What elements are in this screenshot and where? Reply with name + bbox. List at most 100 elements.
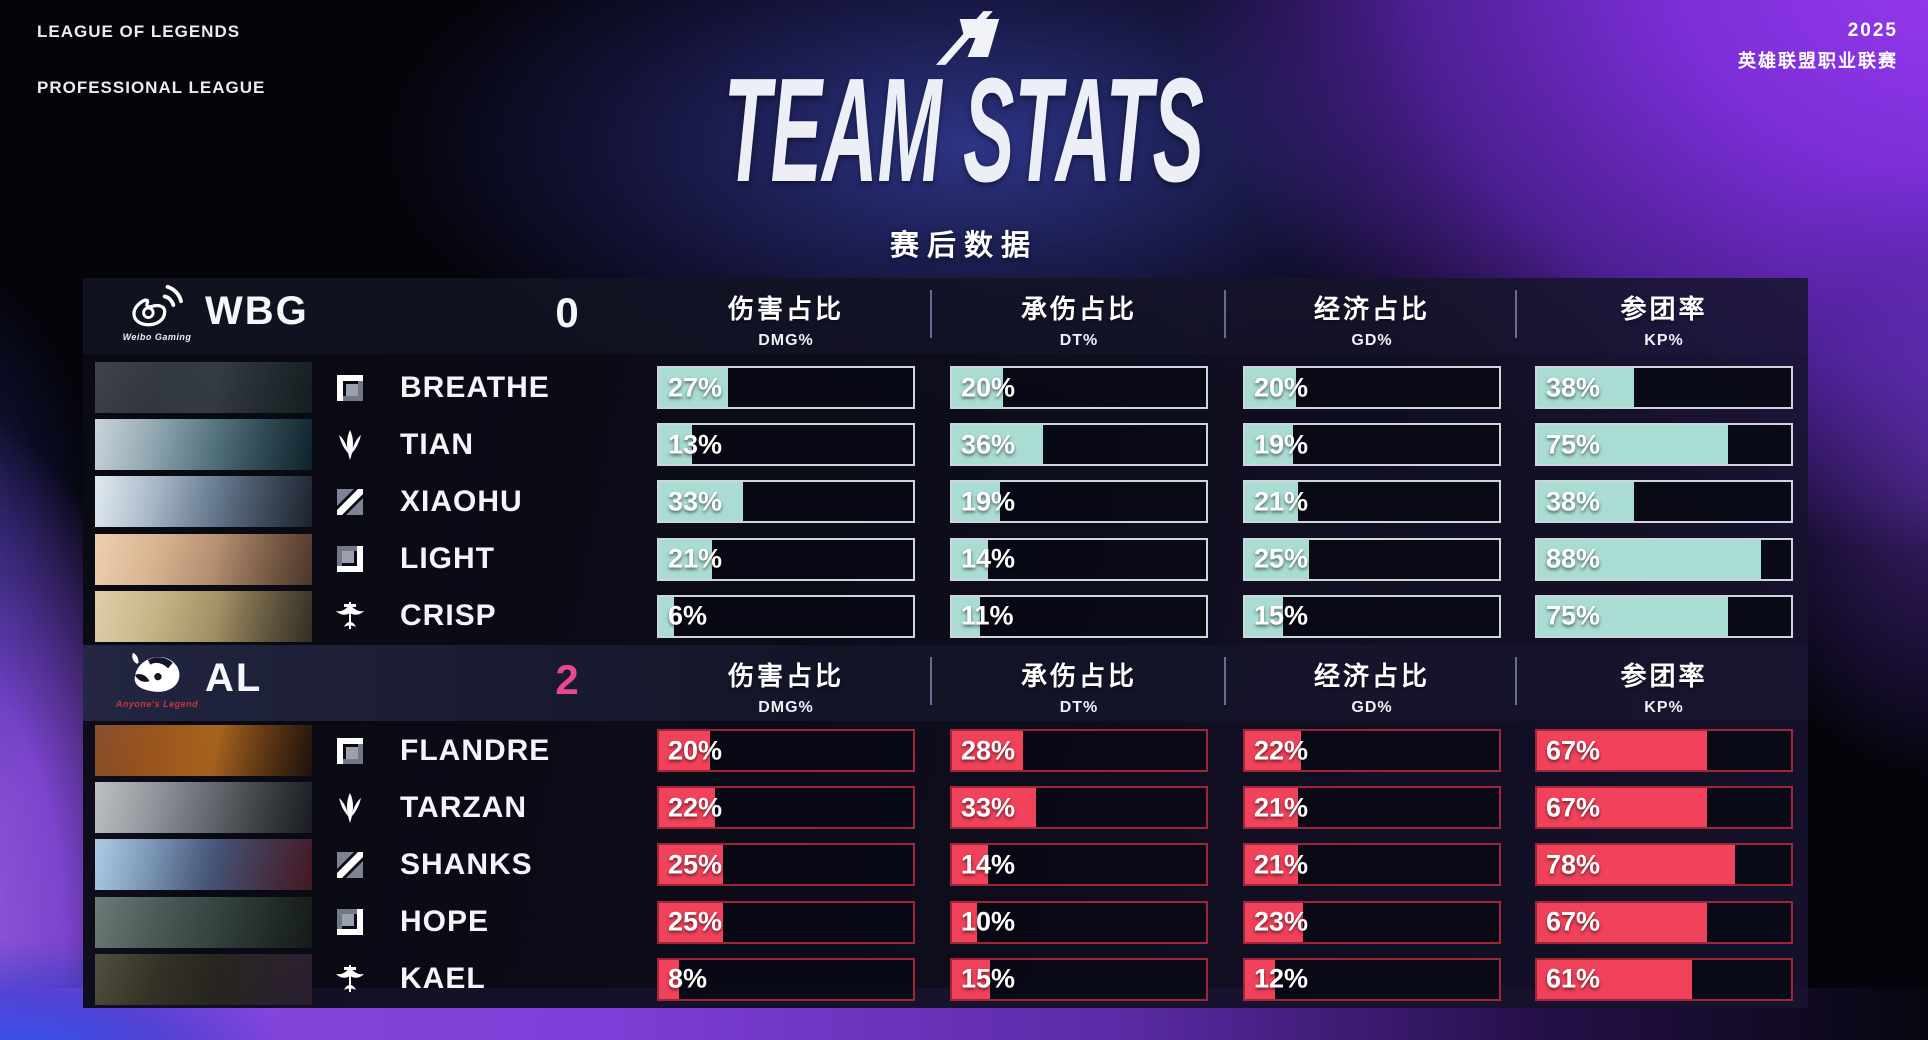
- stat-bar: 15%: [1243, 594, 1501, 638]
- role-bot-icon: [332, 904, 368, 940]
- column-divider: [930, 290, 932, 338]
- champion-splash: [95, 782, 312, 834]
- stat-value: 38%: [1546, 486, 1601, 517]
- stat-value: 67%: [1546, 792, 1601, 823]
- stat-value: 22%: [668, 792, 723, 823]
- stat-bar: 11%: [950, 594, 1208, 638]
- team-score: 0: [555, 289, 579, 336]
- stat-bar: 25%: [1243, 537, 1501, 581]
- stat-value: 15%: [1254, 600, 1309, 631]
- stat-bar: 38%: [1535, 480, 1793, 524]
- stat-column-name-cn: 参团率: [1620, 294, 1708, 324]
- player-name: KAEL: [400, 962, 486, 996]
- player-name: CRISP: [400, 599, 497, 633]
- league-wordmark-line1: LEAGUE OF LEGENDS: [37, 22, 241, 41]
- stat-bar: 27%: [657, 366, 915, 409]
- stat-value: 20%: [1254, 372, 1309, 402]
- stats-panel: Weibo Gaming WBG 0 伤害占比 DMG% 承伤占比 DT% 经济…: [83, 278, 1808, 1008]
- stat-bar: 12%: [1243, 957, 1501, 1001]
- role-bot-icon: [332, 541, 368, 577]
- stat-column-name-en: DT%: [1059, 332, 1099, 349]
- stat-bar: 33%: [950, 786, 1208, 830]
- stat-bar: 10%: [950, 900, 1208, 944]
- stat-column-name-en: GD%: [1351, 699, 1393, 716]
- stat-column-name-cn: 承伤占比: [1020, 294, 1138, 324]
- stat-value: 14%: [961, 849, 1016, 880]
- stat-value: 20%: [961, 372, 1016, 402]
- stat-column-header-3: 参团率 KP%: [1620, 656, 1707, 717]
- stat-bar-fill: [1245, 845, 1299, 885]
- stat-bar: 21%: [657, 537, 915, 581]
- stat-bar-fill: [1245, 482, 1299, 522]
- stat-bar-fill: [952, 368, 1003, 407]
- stat-bar-fill: [952, 845, 988, 885]
- stat-bar-fill: [659, 959, 680, 999]
- team-name: AL: [205, 656, 263, 700]
- player-row: SHANKS 25% 14% 21% 78%: [83, 839, 1808, 891]
- season-label: 2025 英雄联盟职业联赛: [1738, 20, 1898, 73]
- role-mid-icon: [332, 847, 368, 883]
- season-year: 2025: [1847, 20, 1898, 41]
- stat-bar: 6%: [657, 594, 915, 638]
- stat-bar-fill: [659, 425, 693, 465]
- stat-column-name-cn: 经济占比: [1313, 661, 1431, 691]
- stat-value: 25%: [668, 849, 723, 880]
- stat-bar: 75%: [1535, 594, 1793, 638]
- stat-value: 21%: [1254, 849, 1309, 880]
- stat-column-name-en: DMG%: [758, 699, 814, 716]
- stat-value: 75%: [1546, 600, 1601, 631]
- stat-column-name-en: KP%: [1644, 332, 1684, 349]
- stat-bar-fill: [1537, 425, 1728, 465]
- stat-bar: 61%: [1535, 957, 1793, 1001]
- stat-bar-fill: [1245, 368, 1296, 407]
- stat-bar-fill: [659, 788, 715, 828]
- league-wordmark: LEAGUE OF LEGENDS PROFESSIONAL LEAGUE: [37, 18, 265, 102]
- stat-bar-fill: [1245, 959, 1276, 999]
- stat-bar-fill: [1245, 596, 1284, 636]
- stat-value: 8%: [668, 963, 708, 994]
- team-logo-caption: Anyone's Legend: [115, 699, 199, 709]
- role-jungle-icon: [332, 790, 368, 826]
- stat-value: 67%: [1546, 906, 1601, 937]
- stat-bar-fill: [1245, 902, 1304, 942]
- stat-value: 25%: [1254, 543, 1309, 574]
- player-row: TIAN 13% 36% 19% 75%: [83, 419, 1808, 471]
- stat-bar: 21%: [1243, 480, 1501, 524]
- champion-splash: [95, 533, 312, 585]
- stat-column-name-cn: 伤害占比: [727, 661, 845, 691]
- stat-column-name-cn: 参团率: [1620, 661, 1708, 691]
- stat-bar-fill: [659, 902, 723, 942]
- player-name: TARZAN: [400, 790, 528, 824]
- stat-bar: 22%: [657, 786, 915, 830]
- stat-column-header-2: 经济占比 GD%: [1314, 289, 1430, 350]
- stat-value: 78%: [1546, 849, 1601, 880]
- stat-value: 21%: [668, 543, 723, 574]
- stat-value: 21%: [1254, 486, 1309, 517]
- stat-column-header-0: 伤害占比 DMG%: [728, 289, 844, 350]
- stat-bar: 67%: [1535, 900, 1793, 944]
- stat-bar-fill: [952, 959, 991, 999]
- stat-bar-fill: [952, 539, 988, 579]
- stat-bar-fill: [1537, 959, 1692, 999]
- stat-bar: 19%: [950, 480, 1208, 524]
- stat-bar-fill: [1245, 425, 1294, 465]
- stat-value: 15%: [961, 963, 1016, 994]
- stat-value: 12%: [1254, 963, 1309, 994]
- stat-bar: 67%: [1535, 729, 1793, 772]
- stat-bar: 8%: [657, 957, 915, 1001]
- lpl-logo-icon: [928, 8, 1004, 68]
- stat-column-name-cn: 伤害占比: [727, 294, 845, 324]
- stat-bar-fill: [659, 731, 710, 770]
- stat-bar-fill: [659, 482, 743, 522]
- page-title: TEAM STATS: [723, 48, 1205, 213]
- stat-bar: 20%: [1243, 366, 1501, 409]
- stat-value: 36%: [961, 429, 1016, 460]
- player-name: XIAOHU: [400, 484, 523, 518]
- stat-value: 20%: [668, 735, 723, 765]
- champion-splash: [95, 362, 312, 413]
- column-divider: [930, 657, 932, 705]
- stat-column-name-cn: 经济占比: [1313, 294, 1431, 324]
- stat-column-header-3: 参团率 KP%: [1620, 289, 1707, 350]
- role-support-icon: [332, 961, 368, 997]
- stat-bar-fill: [1245, 788, 1299, 828]
